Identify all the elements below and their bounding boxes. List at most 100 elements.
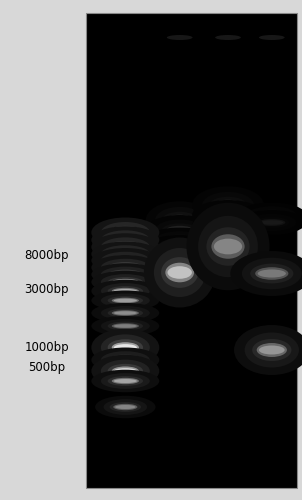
Ellipse shape	[216, 223, 240, 227]
Ellipse shape	[146, 250, 214, 274]
Ellipse shape	[230, 251, 302, 296]
Ellipse shape	[101, 266, 150, 282]
Ellipse shape	[101, 294, 150, 308]
Ellipse shape	[108, 376, 143, 386]
Ellipse shape	[146, 228, 214, 252]
Ellipse shape	[95, 396, 156, 418]
Ellipse shape	[112, 250, 139, 258]
Ellipse shape	[112, 243, 139, 251]
Ellipse shape	[162, 224, 198, 236]
Ellipse shape	[165, 262, 194, 282]
Ellipse shape	[101, 245, 150, 263]
Ellipse shape	[202, 226, 254, 244]
Text: 500bp: 500bp	[28, 361, 65, 374]
Ellipse shape	[162, 212, 198, 228]
Ellipse shape	[162, 256, 198, 268]
Ellipse shape	[112, 288, 139, 294]
Ellipse shape	[114, 244, 137, 250]
Ellipse shape	[91, 355, 159, 387]
Ellipse shape	[91, 348, 159, 372]
Ellipse shape	[101, 274, 150, 290]
Ellipse shape	[216, 212, 240, 218]
Ellipse shape	[91, 255, 159, 280]
Ellipse shape	[108, 226, 143, 239]
Ellipse shape	[114, 311, 137, 315]
Ellipse shape	[254, 210, 289, 220]
Ellipse shape	[114, 252, 137, 256]
Ellipse shape	[108, 255, 143, 266]
Ellipse shape	[112, 378, 139, 384]
Ellipse shape	[112, 356, 139, 364]
Ellipse shape	[214, 211, 242, 219]
Ellipse shape	[101, 259, 150, 276]
Ellipse shape	[168, 216, 191, 224]
Ellipse shape	[101, 373, 150, 389]
Ellipse shape	[101, 319, 150, 333]
Text: 1: 1	[120, 16, 130, 30]
Ellipse shape	[247, 214, 296, 231]
Ellipse shape	[114, 265, 137, 270]
Ellipse shape	[214, 222, 242, 228]
Text: 3: 3	[223, 16, 233, 30]
Ellipse shape	[162, 250, 198, 260]
Ellipse shape	[214, 232, 242, 238]
Ellipse shape	[198, 216, 258, 277]
Ellipse shape	[101, 306, 150, 320]
Ellipse shape	[214, 238, 242, 254]
Ellipse shape	[168, 228, 191, 232]
Ellipse shape	[155, 207, 204, 233]
Ellipse shape	[146, 201, 214, 239]
Ellipse shape	[108, 364, 143, 378]
Ellipse shape	[258, 270, 286, 278]
Ellipse shape	[112, 236, 139, 244]
Ellipse shape	[192, 200, 264, 230]
Ellipse shape	[168, 253, 191, 257]
Ellipse shape	[155, 220, 204, 240]
Ellipse shape	[258, 212, 285, 218]
Ellipse shape	[166, 215, 193, 225]
Ellipse shape	[91, 218, 159, 248]
Ellipse shape	[168, 266, 192, 279]
Ellipse shape	[161, 257, 198, 288]
Ellipse shape	[146, 242, 214, 268]
Text: 8000bp: 8000bp	[24, 248, 69, 262]
Ellipse shape	[144, 238, 216, 308]
Ellipse shape	[108, 270, 143, 280]
Ellipse shape	[155, 231, 204, 248]
Ellipse shape	[114, 238, 137, 242]
Ellipse shape	[186, 203, 269, 290]
Ellipse shape	[101, 230, 150, 250]
Ellipse shape	[162, 242, 198, 253]
Ellipse shape	[192, 212, 264, 238]
Ellipse shape	[101, 351, 150, 369]
Ellipse shape	[202, 192, 254, 218]
Ellipse shape	[114, 298, 137, 302]
Ellipse shape	[155, 253, 204, 271]
Ellipse shape	[108, 339, 143, 356]
Ellipse shape	[101, 334, 150, 360]
Ellipse shape	[166, 226, 193, 234]
Ellipse shape	[214, 200, 242, 210]
Ellipse shape	[112, 228, 139, 236]
Ellipse shape	[234, 325, 302, 375]
Ellipse shape	[245, 332, 299, 368]
Ellipse shape	[91, 370, 159, 392]
Ellipse shape	[254, 217, 289, 228]
Ellipse shape	[91, 271, 159, 293]
Ellipse shape	[242, 258, 302, 289]
Ellipse shape	[168, 260, 191, 264]
Ellipse shape	[108, 286, 143, 296]
Ellipse shape	[209, 208, 247, 222]
Ellipse shape	[114, 280, 137, 284]
Ellipse shape	[108, 248, 143, 260]
Ellipse shape	[104, 399, 147, 415]
Ellipse shape	[112, 264, 139, 271]
Ellipse shape	[108, 308, 143, 318]
Ellipse shape	[162, 234, 198, 246]
Text: 1000bp: 1000bp	[24, 341, 69, 354]
Ellipse shape	[238, 210, 302, 235]
Ellipse shape	[112, 298, 139, 304]
Ellipse shape	[101, 283, 150, 299]
Ellipse shape	[108, 277, 143, 287]
Ellipse shape	[91, 303, 159, 323]
